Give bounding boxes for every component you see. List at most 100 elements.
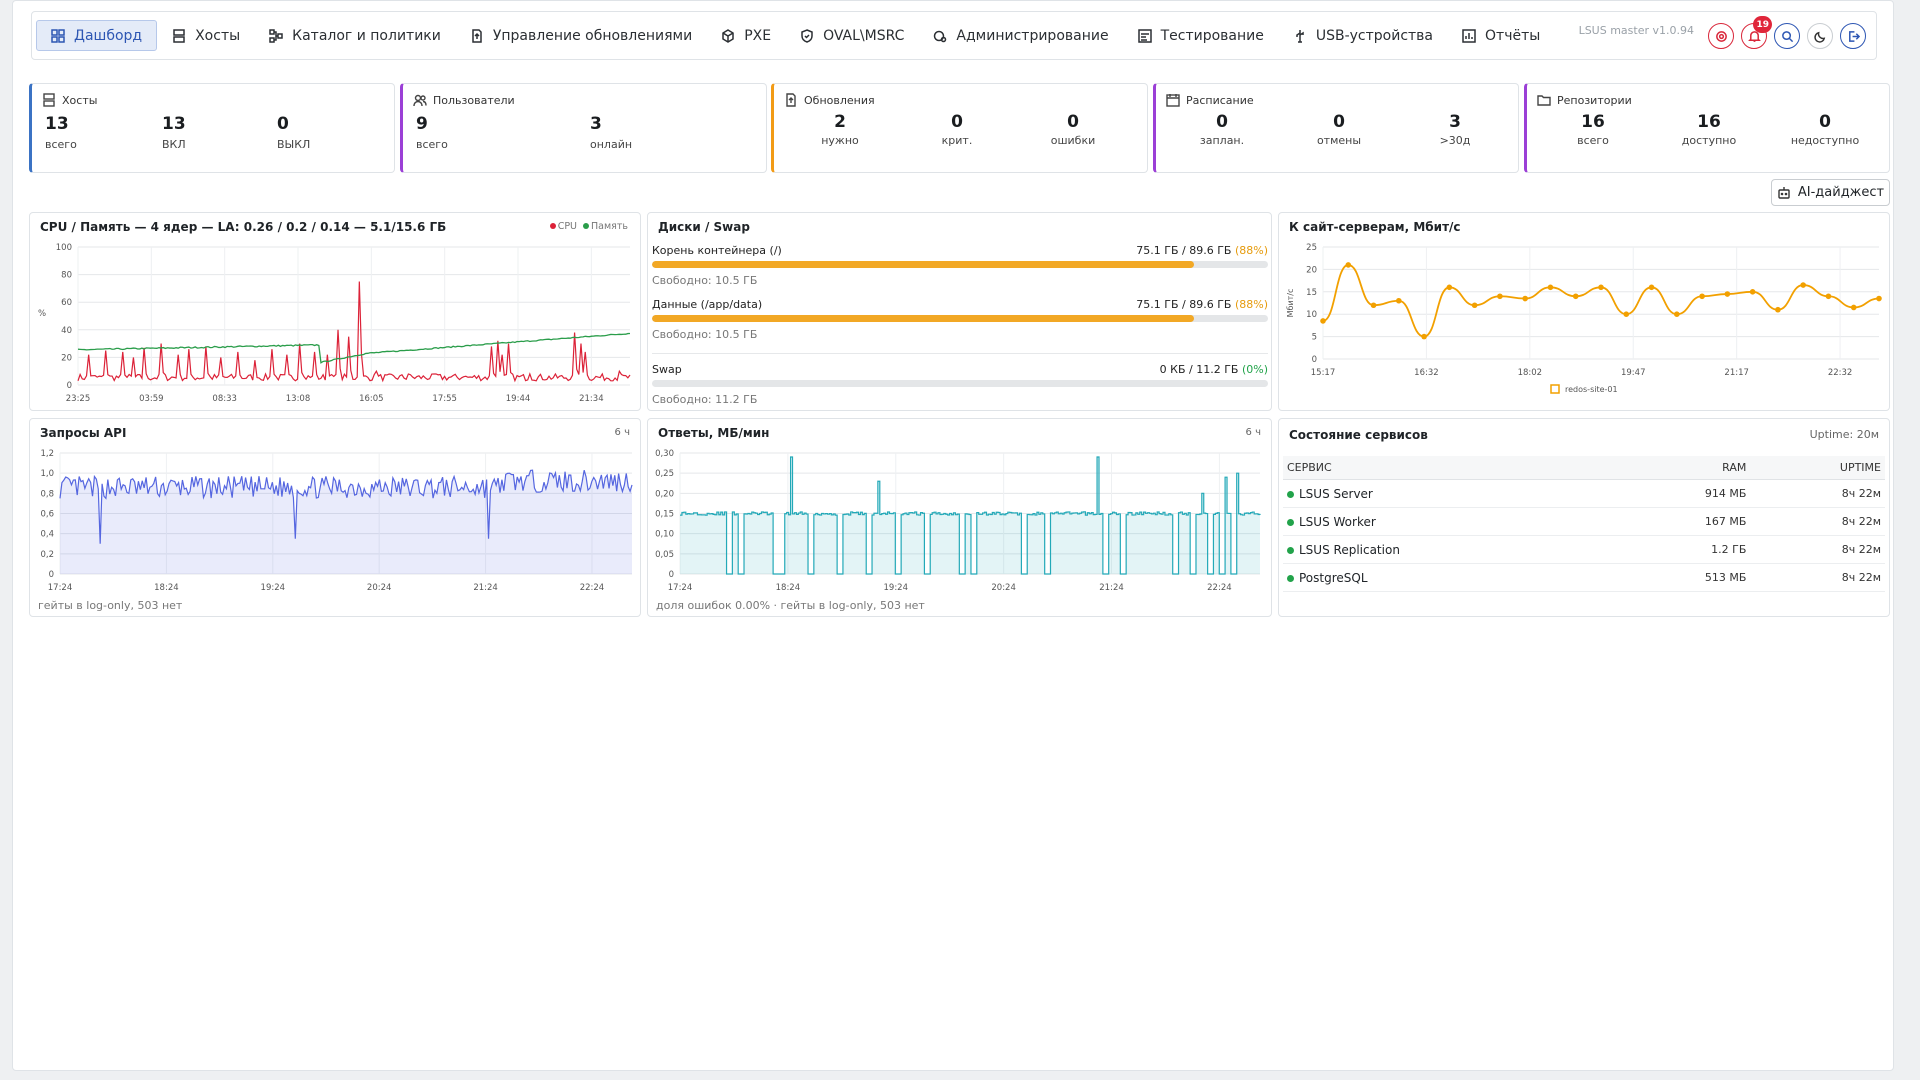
data-point bbox=[1623, 311, 1630, 317]
users-icon bbox=[413, 94, 427, 107]
nav-reports[interactable]: Отчёты bbox=[1448, 20, 1554, 51]
admin-gear-icon bbox=[934, 30, 947, 42]
nav-oval[interactable]: OVAL\MSRC bbox=[786, 20, 918, 51]
x-tick-label: 19:44 bbox=[506, 394, 531, 404]
disk-name: Корень контейнера (/) bbox=[652, 244, 782, 257]
status-dot bbox=[1287, 574, 1294, 582]
data-point bbox=[1497, 293, 1503, 300]
y-tick-label: 1,2 bbox=[40, 449, 54, 459]
x-tick-label: 18:24 bbox=[776, 583, 801, 593]
nav-usb[interactable]: USB-устройства bbox=[1279, 20, 1447, 51]
stat-card-schedule[interactable]: Расписание 0 заплан. 0 отмены 3 >30д bbox=[1153, 83, 1519, 173]
y-tick-label: 1,0 bbox=[40, 469, 54, 479]
nav-label: USB-устройства bbox=[1315, 27, 1434, 44]
y-tick-label: 25 bbox=[1306, 243, 1317, 253]
card-title: Пользователи bbox=[433, 93, 515, 107]
stat-card-repos[interactable]: Репозитории 16 всего 16 доступно 0 недос… bbox=[1524, 83, 1890, 173]
nav-label: Тестирование bbox=[1160, 27, 1264, 44]
service-uptime: 8ч 22м bbox=[1750, 479, 1885, 508]
app-window: Дашборд Хосты Каталог и политики Управле… bbox=[12, 0, 1894, 1071]
y-tick-label: 0 bbox=[669, 570, 674, 580]
nav-label: Администрирование bbox=[956, 27, 1109, 44]
card-title: Обновления bbox=[804, 93, 875, 107]
card-title: Хосты bbox=[62, 93, 98, 107]
y-tick-label: 0,6 bbox=[40, 510, 54, 520]
nav-testing[interactable]: Тестирование bbox=[1124, 20, 1278, 51]
y-tick-label: 20 bbox=[1306, 265, 1317, 275]
schedule-planned-value: 0 bbox=[1216, 112, 1228, 132]
card-title: Репозитории bbox=[1557, 93, 1632, 107]
app-version: LSUS master v1.0.94 bbox=[1578, 24, 1694, 37]
column-header: UPTIME bbox=[1750, 456, 1885, 480]
logout-button[interactable] bbox=[1840, 23, 1866, 49]
stat-card-updates[interactable]: Обновления 2 нужно 0 крит. 0 ошибки bbox=[771, 83, 1148, 173]
x-tick-label: 17:24 bbox=[668, 583, 693, 593]
service-ram: 1.2 ГБ bbox=[1614, 535, 1751, 564]
bell-icon bbox=[1747, 30, 1761, 42]
series-line bbox=[1322, 264, 1880, 338]
dashboard-icon bbox=[51, 28, 65, 43]
y-tick-label: 0,30 bbox=[655, 449, 674, 459]
disk-name: Swap bbox=[652, 363, 682, 376]
series-line bbox=[59, 469, 633, 544]
table-row[interactable]: PostgreSQL 513 МБ 8ч 22м bbox=[1283, 563, 1885, 592]
nav-label: Дашборд bbox=[74, 27, 143, 44]
legend-cpu-label: CPU bbox=[557, 221, 578, 232]
service-uptime: 8ч 22м bbox=[1750, 507, 1885, 536]
data-point bbox=[1598, 284, 1604, 291]
repos-available-label: доступно bbox=[1681, 134, 1737, 147]
updates-needed-label: нужно bbox=[821, 134, 859, 147]
data-point bbox=[1320, 318, 1326, 324]
disk-usage-bar bbox=[652, 261, 1268, 268]
x-tick-label: 19:24 bbox=[884, 583, 909, 593]
divider bbox=[652, 353, 1268, 354]
panel-title: Ответы, МБ/мин bbox=[658, 426, 770, 440]
x-tick-label: 18:24 bbox=[154, 583, 179, 593]
nav-hosts[interactable]: Хосты bbox=[158, 20, 254, 51]
panel-footer: доля ошибок 0.00% · гейты в log-only, 50… bbox=[656, 599, 925, 612]
nav-pxe[interactable]: PXE bbox=[707, 20, 785, 51]
nav-admin[interactable]: Администрирование bbox=[919, 20, 1122, 51]
folder-icon bbox=[1537, 95, 1551, 106]
repos-available-value: 16 bbox=[1697, 112, 1721, 132]
x-tick-label: 16:32 bbox=[1414, 368, 1439, 378]
nav-label: Отчёты bbox=[1485, 27, 1541, 44]
table-row[interactable]: LSUS Worker 167 МБ 8ч 22м bbox=[1283, 507, 1885, 536]
server-icon bbox=[43, 93, 55, 107]
nav-updates[interactable]: Управление обновлениями bbox=[456, 20, 706, 51]
ai-digest-button[interactable]: AI-дайджест bbox=[1771, 179, 1890, 206]
stat-card-users[interactable]: Пользователи 9 всего 3 онлайн bbox=[400, 83, 767, 173]
service-name: LSUS Replication bbox=[1299, 542, 1400, 557]
y-tick-label: 40 bbox=[61, 326, 72, 336]
table-row[interactable]: LSUS Server 914 МБ 8ч 22м bbox=[1283, 479, 1885, 508]
nav-label: Управление обновлениями bbox=[492, 27, 693, 44]
robot-icon bbox=[1778, 186, 1790, 199]
schedule-planned-label: заплан. bbox=[1199, 134, 1245, 147]
search-button[interactable] bbox=[1774, 23, 1800, 49]
theme-toggle-button[interactable] bbox=[1807, 23, 1833, 49]
card-header: Хосты bbox=[42, 93, 97, 107]
panel-title: Запросы API bbox=[40, 426, 127, 440]
schedule-old-value: 3 bbox=[1449, 112, 1461, 132]
table-row[interactable]: LSUS Replication 1.2 ГБ 8ч 22м bbox=[1283, 535, 1885, 564]
nav-dashboard[interactable]: Дашборд bbox=[36, 20, 158, 51]
data-point bbox=[1522, 295, 1528, 302]
x-tick-label: 16:05 bbox=[359, 394, 384, 404]
notifications-button[interactable]: 19 bbox=[1741, 16, 1772, 49]
nav-catalog[interactable]: Каталог и политики bbox=[255, 20, 455, 51]
legend-memory: Память bbox=[583, 221, 628, 232]
y-tick-label: 5 bbox=[1312, 333, 1317, 343]
disk-usage: 75.1 ГБ / 89.6 ГБ bbox=[1136, 244, 1232, 257]
data-point bbox=[1370, 302, 1377, 309]
x-tick-label: 08:33 bbox=[212, 394, 237, 404]
repos-total-label: всего bbox=[1577, 134, 1609, 147]
data-point bbox=[1775, 306, 1781, 313]
service-ram: 513 МБ bbox=[1614, 563, 1751, 592]
lifebuoy-button[interactable] bbox=[1708, 23, 1734, 49]
stat-card-hosts[interactable]: Хосты 13 всего 13 ВКЛ 0 ВЫКЛ bbox=[29, 83, 395, 173]
data-point bbox=[1876, 295, 1882, 302]
ai-digest-label: AI-дайджест bbox=[1797, 185, 1885, 200]
box-icon bbox=[722, 28, 734, 43]
data-point bbox=[1345, 262, 1352, 268]
x-tick-label: 17:24 bbox=[48, 583, 73, 593]
